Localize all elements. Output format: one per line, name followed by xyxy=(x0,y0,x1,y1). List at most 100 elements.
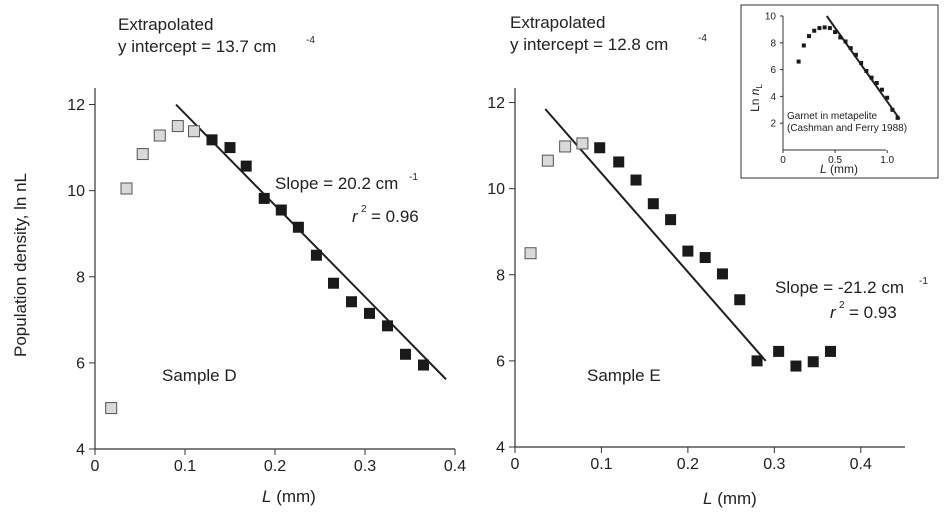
data-point-d-1-0 xyxy=(206,134,218,146)
y-tick-label-inset-3: 8 xyxy=(770,38,776,49)
data-point-d-0-5 xyxy=(188,125,200,138)
intercept-text-d: y intercept = 13.7 cm xyxy=(118,37,276,56)
data-point-d-0-1 xyxy=(120,182,133,195)
data-point-e-1-10 xyxy=(773,345,785,357)
data-point-d-0-0 xyxy=(105,402,118,415)
inset-ylabel: Ln nL xyxy=(748,84,764,112)
x-tick-label-inset-2: 1.0 xyxy=(880,155,894,166)
data-point-d-1-7 xyxy=(328,277,339,289)
y-tick-label-e-4: 12 xyxy=(487,95,505,112)
data-point-inset-0-4 xyxy=(817,26,822,31)
r2-symbol-e: r xyxy=(830,303,837,322)
sample-label-d: Sample D xyxy=(162,366,237,385)
data-point-d-0-3 xyxy=(153,129,166,142)
slope-exp-d: -1 xyxy=(409,172,418,183)
ticks-inset: 0 0.5 1.0 2 4 6 8 10 xyxy=(765,12,895,167)
fit-line-e xyxy=(544,108,767,362)
inset-panel: 0 0.5 1.0 2 4 6 8 10 Ln nL Garnet in metapelite… xyxy=(740,4,939,179)
intercept-text-e: y intercept = 12.8 cm xyxy=(510,35,668,54)
data-point-e-1-8 xyxy=(734,294,746,306)
x-tick-label-e-4: 0.4 xyxy=(850,456,872,473)
r2-exp-symbol-e: 2 xyxy=(839,300,845,311)
data-point-e-1-7 xyxy=(716,268,728,280)
data-point-d-0-2 xyxy=(136,148,149,161)
ticks-d: 0 0.1 0.2 0.3 0.4 4 6 8 10 12 xyxy=(67,97,466,475)
marks-inset xyxy=(796,15,901,120)
data-point-inset-0-3 xyxy=(812,28,817,33)
data-point-inset-0-13 xyxy=(864,68,869,73)
data-point-d-1-9 xyxy=(364,307,375,319)
axes-d xyxy=(94,88,455,450)
x-tick-label-d-2: 0.2 xyxy=(264,458,286,475)
data-point-d-1-5 xyxy=(292,221,304,233)
data-point-inset-0-9 xyxy=(843,39,848,44)
y-tick-label-d-3: 10 xyxy=(67,183,85,200)
data-point-inset-0-11 xyxy=(853,52,858,57)
data-point-d-1-3 xyxy=(258,192,270,204)
data-point-inset-0-18 xyxy=(890,107,895,112)
x-tick-label-e-0: 0 xyxy=(511,456,520,473)
x-tick-label-e-1: 0.1 xyxy=(590,456,612,473)
data-point-e-1-9 xyxy=(751,355,763,367)
data-point-e-1-4 xyxy=(665,214,677,226)
data-point-d-1-4 xyxy=(275,204,287,216)
y-tick-label-inset-0: 2 xyxy=(770,119,776,130)
y-tick-label-e-3: 10 xyxy=(487,181,505,198)
data-point-d-1-12 xyxy=(418,359,429,371)
data-point-e-1-5 xyxy=(682,245,694,257)
y-tick-label-inset-1: 4 xyxy=(770,92,776,103)
r2-symbol-d: r xyxy=(352,207,359,226)
data-point-inset-0-19 xyxy=(895,115,900,120)
y-tick-label-d-2: 8 xyxy=(76,269,85,286)
data-point-e-1-11 xyxy=(790,360,802,372)
inset-xlabel: L (mm) xyxy=(820,162,858,176)
marks-e xyxy=(524,108,837,372)
slope-text-d: Slope = 20.2 cm xyxy=(275,174,398,193)
marks-d xyxy=(105,103,447,415)
y-tick-label-e-2: 8 xyxy=(496,267,505,284)
intercept-title-d: Extrapolated xyxy=(118,15,213,34)
data-point-d-1-2 xyxy=(240,160,252,172)
inset-note-line-1: Garnet in metapelite xyxy=(787,111,877,122)
data-point-e-1-2 xyxy=(630,174,642,186)
data-point-e-1-12 xyxy=(807,356,819,368)
x-tick-label-inset-0: 0 xyxy=(780,155,786,166)
data-point-inset-0-15 xyxy=(874,81,879,85)
y-tick-label-inset-2: 6 xyxy=(770,65,776,76)
x-tick-label-e-3: 0.3 xyxy=(763,456,785,473)
sample-label-e: Sample E xyxy=(587,366,661,385)
y-tick-label-e-0: 4 xyxy=(496,440,505,457)
intercept-exp-e: -4 xyxy=(698,33,707,44)
ticks-e: 0 0.1 0.2 0.3 0.4 4 6 8 10 12 xyxy=(487,95,872,473)
data-point-e-0-1 xyxy=(541,154,554,167)
data-point-e-1-13 xyxy=(825,345,837,357)
data-point-d-1-6 xyxy=(310,249,322,261)
fit-line-d xyxy=(175,103,447,380)
data-point-e-1-6 xyxy=(699,252,711,264)
data-point-d-1-8 xyxy=(346,296,357,308)
x-tick-label-e-2: 0.2 xyxy=(677,456,699,473)
data-point-d-0-4 xyxy=(171,120,184,133)
inset-note-line-2: (Cashman and Ferry 1988) xyxy=(787,123,907,134)
r2-value-d: = 0.96 xyxy=(371,207,419,226)
r2-exp-symbol-d: 2 xyxy=(361,204,367,215)
panel-sample-e: Extrapolated y intercept = 12.8 cm -4 0 0… xyxy=(487,13,928,508)
x-tick-label-d-1: 0.1 xyxy=(174,458,196,475)
data-point-inset-0-8 xyxy=(838,35,843,40)
data-point-inset-0-10 xyxy=(848,46,853,51)
data-point-inset-0-17 xyxy=(885,95,890,100)
x-axis-label-d: L (mm) xyxy=(262,487,316,506)
data-point-inset-0-6 xyxy=(827,26,832,31)
intercept-title-e: Extrapolated xyxy=(510,13,605,32)
data-point-d-1-10 xyxy=(382,320,393,332)
data-point-inset-0-7 xyxy=(833,30,838,35)
data-point-inset-0-12 xyxy=(859,60,864,65)
y-tick-label-d-0: 4 xyxy=(76,442,85,459)
data-point-e-1-3 xyxy=(647,198,659,210)
data-point-inset-0-0 xyxy=(796,59,801,64)
data-point-d-1-11 xyxy=(400,348,411,360)
y-tick-label-inset-4: 10 xyxy=(765,12,777,23)
data-point-e-0-3 xyxy=(576,137,589,150)
